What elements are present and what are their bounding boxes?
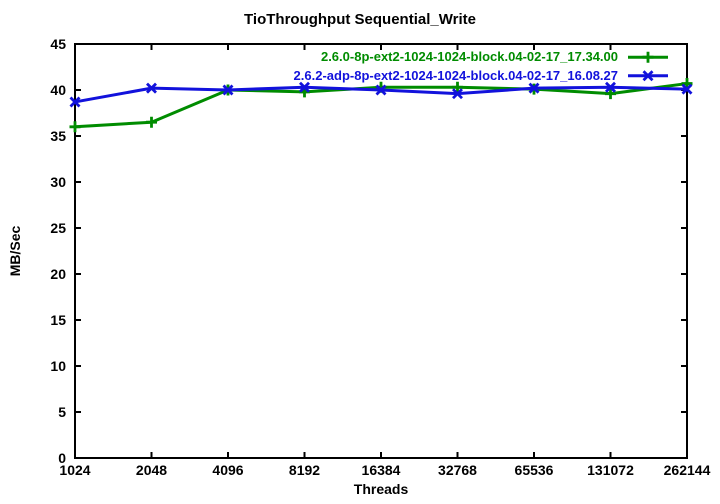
y-tick-label: 0	[58, 450, 66, 466]
x-axis-label: Threads	[353, 481, 409, 497]
data-point-marker-series-1	[528, 82, 540, 94]
legend-label-series-1: 2.6.2-adp-8p-ext2-1024-1024-block.04-02-…	[293, 67, 618, 83]
x-tick-label: 32768	[438, 462, 477, 478]
data-point-marker-series-0	[69, 121, 81, 133]
legend-item-series-0: 2.6.0-8p-ext2-1024-1024-block.04-02-17_1…	[294, 48, 618, 67]
y-tick-label: 45	[50, 36, 66, 52]
y-tick-label: 30	[50, 174, 66, 190]
legend-item-series-1: 2.6.2-adp-8p-ext2-1024-1024-block.04-02-…	[294, 67, 618, 86]
y-tick-label: 25	[50, 220, 66, 236]
legend-label-series-0: 2.6.0-8p-ext2-1024-1024-block.04-02-17_1…	[320, 49, 618, 64]
x-tick-label: 65536	[515, 462, 554, 478]
legend-sample-marker-0	[642, 51, 654, 63]
x-tick-label: 131072	[587, 462, 634, 478]
data-point-marker-series-1	[605, 81, 616, 93]
data-point-marker-series-1	[681, 83, 693, 95]
data-point-marker-series-1	[452, 88, 463, 100]
y-tick-label: 15	[50, 312, 66, 328]
y-tick-label: 10	[50, 358, 66, 374]
x-tick-label: 1024	[59, 462, 90, 478]
x-tick-label: 8192	[289, 462, 320, 478]
data-point-marker-series-0	[452, 81, 463, 93]
data-point-marker-series-0	[146, 116, 157, 128]
x-tick-label: 4096	[212, 462, 243, 478]
legend: 2.6.0-8p-ext2-1024-1024-block.04-02-17_1…	[294, 48, 618, 85]
x-tick-label: 16384	[362, 462, 401, 478]
x-tick-label: 2048	[136, 462, 167, 478]
y-tick-label: 35	[50, 128, 66, 144]
data-point-marker-series-1	[222, 84, 234, 96]
data-point-marker-series-1	[146, 82, 157, 94]
data-point-marker-series-1	[69, 96, 81, 108]
data-point-marker-series-0	[605, 88, 616, 100]
chart-title: TioThroughput Sequential_Write	[244, 11, 476, 28]
legend-sample-marker-1	[642, 70, 654, 82]
y-tick-label: 20	[50, 266, 66, 282]
data-point-marker-series-1	[299, 81, 310, 93]
y-tick-label: 5	[58, 404, 66, 420]
x-tick-label: 262144	[664, 462, 711, 478]
data-point-marker-series-1	[375, 84, 387, 96]
plot-border	[74, 43, 688, 459]
y-tick-label: 40	[50, 82, 66, 98]
